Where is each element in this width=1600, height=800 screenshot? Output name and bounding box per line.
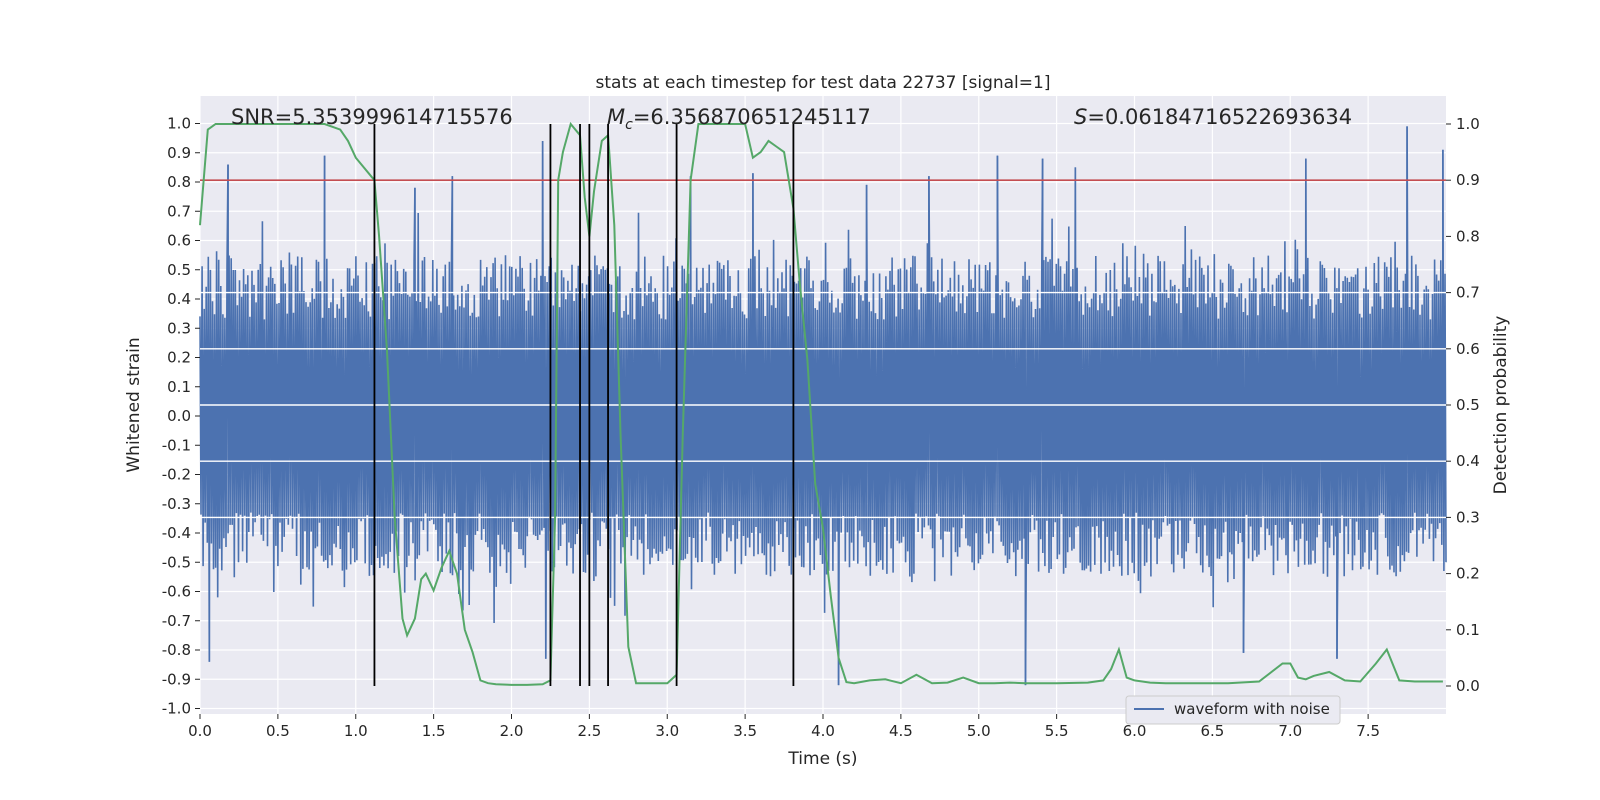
detection-probability-series bbox=[199, 121, 1443, 686]
y-tick-label: 0.4 bbox=[167, 290, 191, 308]
x-tick-label: 3.0 bbox=[655, 722, 679, 740]
x-tick-label: 3.5 bbox=[733, 722, 757, 740]
detection-probability-line bbox=[199, 121, 1443, 686]
y-right-tick-label: 0.0 bbox=[1456, 677, 1480, 695]
y-tick-label: 0.0 bbox=[167, 407, 191, 425]
x-tick-label: 5.5 bbox=[1045, 722, 1069, 740]
waveform-series bbox=[199, 126, 1447, 686]
y-right-tick-label: 0.9 bbox=[1456, 171, 1480, 189]
y-right-tick-label: 0.2 bbox=[1456, 565, 1480, 583]
y-tick-label: -0.1 bbox=[162, 436, 191, 454]
y-tick-label: 0.8 bbox=[167, 173, 191, 191]
y-tick-label: -0.8 bbox=[162, 641, 191, 659]
x-tick-label: 2.5 bbox=[577, 722, 601, 740]
x-tick-label: 0.0 bbox=[188, 722, 212, 740]
x-tick-label: 6.5 bbox=[1200, 722, 1224, 740]
x-axis-label: Time (s) bbox=[787, 749, 857, 769]
y-right-axis-label: Detection probability bbox=[1491, 316, 1511, 495]
x-tick-label: 6.0 bbox=[1123, 722, 1147, 740]
y-tick-label: -0.9 bbox=[162, 670, 191, 688]
y-tick-label: -0.2 bbox=[162, 466, 191, 484]
y-tick-label: -0.6 bbox=[162, 583, 191, 601]
s-value: =0.06184716522693634 bbox=[1087, 105, 1352, 129]
y-tick-label: 0.7 bbox=[167, 202, 191, 220]
legend-box bbox=[1125, 695, 1341, 725]
y-tick-label: -0.4 bbox=[162, 524, 191, 542]
y-tick-label: 0.9 bbox=[167, 144, 191, 162]
s-symbol: S bbox=[1074, 105, 1087, 129]
y-tick-label: 1.0 bbox=[167, 115, 191, 133]
x-tick-label: 0.5 bbox=[266, 722, 290, 740]
legend-label: waveform with noise bbox=[1174, 700, 1330, 718]
chart-title: stats at each timestep for test data 227… bbox=[596, 73, 1051, 93]
y-right-tick-label: 0.3 bbox=[1456, 508, 1480, 526]
chirp-mass-value: =6.356870651245117 bbox=[633, 105, 871, 129]
legend: waveform with noise bbox=[1125, 695, 1341, 725]
x-tick-label: 2.0 bbox=[500, 722, 524, 740]
x-axis-ticks: 0.0 0.5 1.0 1.5 2.0 2.5 3.0 3.5 4.0 4.5 5.0 5.5 6.0 6… bbox=[188, 714, 1380, 740]
y-tick-label: -0.3 bbox=[162, 495, 191, 513]
y-right-tick-label: 1.0 bbox=[1456, 115, 1480, 133]
x-tick-label: 4.0 bbox=[811, 722, 835, 740]
y-tick-label: 0.3 bbox=[167, 319, 191, 337]
right-axis-grid bbox=[200, 291, 1446, 519]
x-tick-label: 5.0 bbox=[967, 722, 991, 740]
y-tick-label: -1.0 bbox=[162, 700, 191, 718]
x-tick-label: 1.0 bbox=[344, 722, 368, 740]
chirp-mass-subscript: c bbox=[625, 117, 633, 133]
x-tick-label: 4.5 bbox=[889, 722, 913, 740]
y-tick-label: 0.5 bbox=[167, 261, 191, 279]
y-right-tick-label: 0.5 bbox=[1456, 396, 1480, 414]
y-tick-label: -0.7 bbox=[162, 612, 191, 630]
chirp-mass-symbol: M bbox=[607, 105, 625, 129]
y-tick-label: 0.6 bbox=[167, 232, 191, 250]
y-tick-label: -0.5 bbox=[162, 553, 191, 571]
y-axis-ticks: -1.0 -0.9 -0.8 -0.7 -0.6 -0.5 -0.4 -0.3 -0.2 -0.1… bbox=[162, 115, 200, 718]
waveform-line bbox=[199, 126, 1447, 686]
y-tick-label: 0.2 bbox=[167, 349, 191, 367]
s-annotation: S=0.06184716522693634 bbox=[1074, 105, 1352, 129]
event-lines bbox=[373, 124, 795, 686]
snr-annotation: SNR=5.353999614715576 bbox=[231, 105, 513, 129]
y-right-tick-label: 0.1 bbox=[1456, 621, 1480, 639]
y-right-tick-label: 0.7 bbox=[1456, 284, 1480, 302]
y-right-tick-label: 0.4 bbox=[1456, 452, 1480, 470]
chirp-mass-annotation: Mc=6.356870651245117 bbox=[607, 105, 871, 133]
y-right-tick-label: 0.6 bbox=[1456, 340, 1480, 358]
x-tick-label: 7.0 bbox=[1278, 722, 1302, 740]
y-axis-label: Whitened strain bbox=[124, 337, 144, 472]
x-tick-label: 7.5 bbox=[1356, 722, 1380, 740]
y-tick-label: 0.1 bbox=[167, 378, 191, 396]
y-right-tick-label: 0.8 bbox=[1456, 227, 1480, 245]
y-right-axis-ticks: 0.0 0.1 0.2 0.3 0.4 0.5 0.6 0.7 0.8 0.9 1.0 bbox=[1446, 115, 1480, 695]
x-tick-label: 1.5 bbox=[422, 722, 446, 740]
